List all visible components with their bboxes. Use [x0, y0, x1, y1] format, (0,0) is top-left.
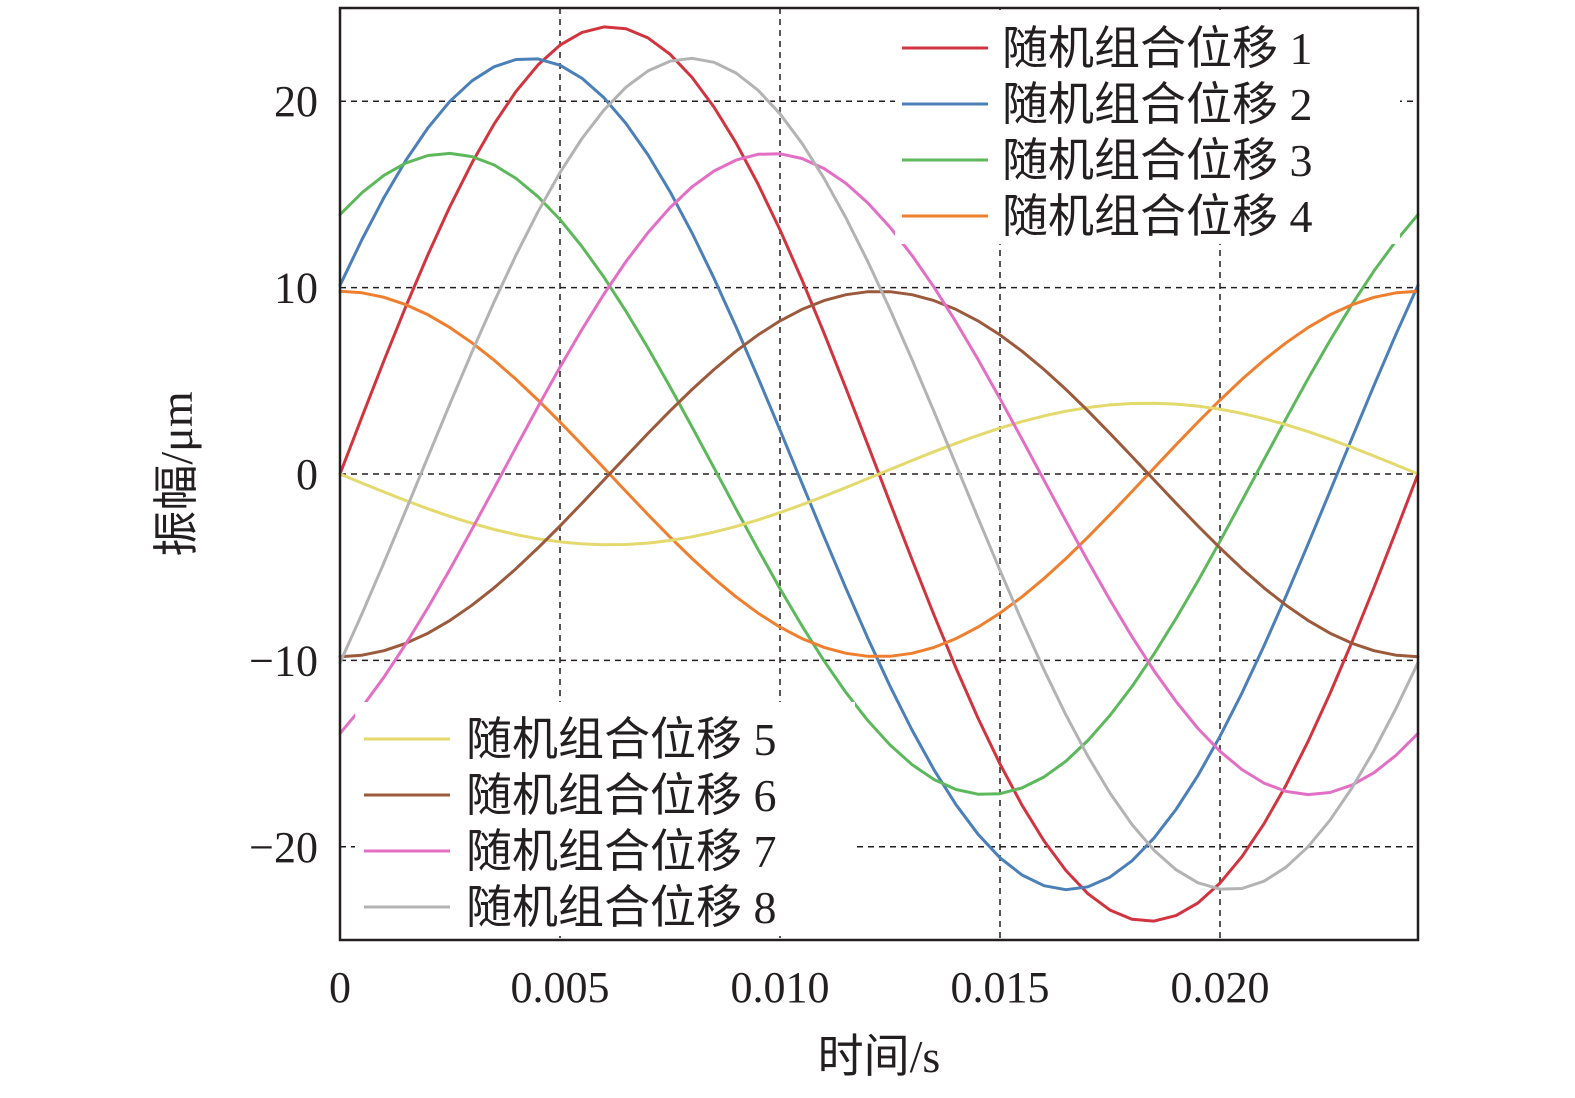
legend-background [355, 702, 855, 936]
series-line-6 [338, 290, 1420, 659]
y-tick-label: 20 [274, 77, 318, 126]
legend-label-1: 随机组合位移 1 [1002, 23, 1313, 74]
series-line-4 [338, 289, 1420, 658]
series-line-8 [338, 56, 1420, 891]
series-line-7 [338, 152, 1420, 797]
legend-label-8: 随机组合位移 8 [466, 882, 777, 933]
legend-label-6: 随机组合位移 6 [466, 770, 777, 821]
legend-label-7: 随机组合位移 7 [466, 826, 777, 877]
series-line-5 [338, 401, 1420, 547]
series-line-3 [338, 151, 1420, 796]
y-tick-label: −10 [249, 636, 318, 685]
series-lines [338, 25, 1420, 923]
plot-frame [338, 6, 1420, 942]
legend-label-4: 随机组合位移 4 [1002, 191, 1313, 242]
y-tick-label: 10 [274, 264, 318, 313]
x-tick-labels: 0 0.005 0.010 0.015 0.020 [329, 963, 1270, 1012]
series-line-2 [338, 57, 1420, 892]
x-tick-label: 0.005 [511, 963, 610, 1012]
x-tick-label: 0.010 [731, 963, 830, 1012]
legend-label-3: 随机组合位移 3 [1002, 135, 1313, 186]
legend-label-5: 随机组合位移 5 [466, 714, 777, 765]
y-axis-title: 振幅/μm [151, 391, 202, 556]
x-tick-label: 0 [329, 963, 351, 1012]
x-tick-label: 0.015 [951, 963, 1050, 1012]
x-axis-title: 时间/s [818, 1031, 941, 1082]
y-tick-label: −20 [249, 823, 318, 872]
y-tick-label: 0 [296, 450, 318, 499]
legend-label-2: 随机组合位移 2 [1002, 79, 1313, 130]
y-tick-labels: −20 −10 0 10 20 [249, 77, 318, 872]
x-tick-label: 0.020 [1171, 963, 1270, 1012]
